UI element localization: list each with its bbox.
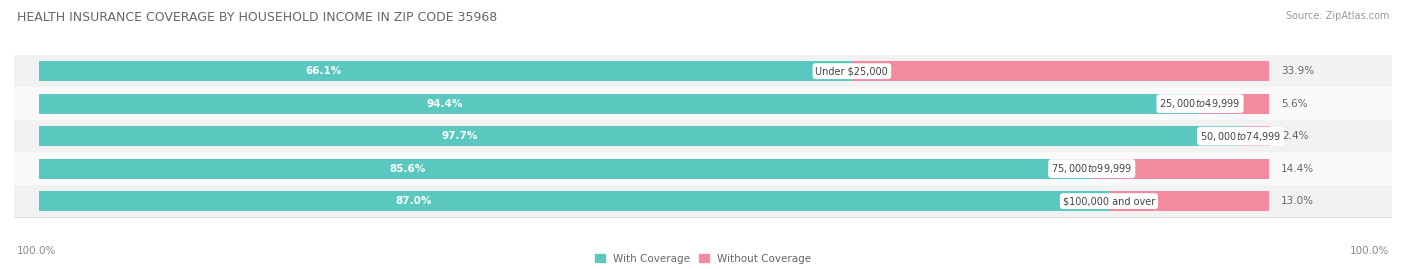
Text: $75,000 to $99,999: $75,000 to $99,999 <box>1052 162 1132 175</box>
Bar <box>39 94 1201 114</box>
Text: $25,000 to $49,999: $25,000 to $49,999 <box>1160 97 1240 110</box>
Text: Source: ZipAtlas.com: Source: ZipAtlas.com <box>1285 11 1389 21</box>
Text: 100.0%: 100.0% <box>1350 246 1389 256</box>
Text: 33.9%: 33.9% <box>1281 66 1315 76</box>
Bar <box>14 120 1392 152</box>
Legend: With Coverage, Without Coverage: With Coverage, Without Coverage <box>595 254 811 264</box>
Bar <box>39 191 1109 211</box>
Bar <box>14 55 1392 87</box>
Text: 97.7%: 97.7% <box>441 131 478 141</box>
Text: 13.0%: 13.0% <box>1281 196 1315 206</box>
Bar <box>39 61 852 81</box>
Bar <box>14 152 1392 185</box>
Text: 87.0%: 87.0% <box>395 196 432 206</box>
Bar <box>852 61 1268 81</box>
Bar <box>14 185 1392 217</box>
Text: $100,000 and over: $100,000 and over <box>1063 196 1156 206</box>
Text: 14.4%: 14.4% <box>1281 164 1315 174</box>
Text: 2.4%: 2.4% <box>1282 131 1309 141</box>
Bar <box>14 87 1392 120</box>
Bar <box>1092 158 1268 179</box>
Bar <box>1240 126 1270 146</box>
Text: 85.6%: 85.6% <box>389 164 426 174</box>
Bar <box>1109 191 1268 211</box>
Bar <box>39 126 1240 146</box>
Text: 66.1%: 66.1% <box>305 66 342 76</box>
Text: 5.6%: 5.6% <box>1281 99 1308 109</box>
Text: HEALTH INSURANCE COVERAGE BY HOUSEHOLD INCOME IN ZIP CODE 35968: HEALTH INSURANCE COVERAGE BY HOUSEHOLD I… <box>17 11 498 24</box>
Bar <box>39 158 1092 179</box>
Bar <box>1201 94 1268 114</box>
Text: 100.0%: 100.0% <box>17 246 56 256</box>
Text: $50,000 to $74,999: $50,000 to $74,999 <box>1199 130 1281 143</box>
Text: 94.4%: 94.4% <box>427 99 464 109</box>
Text: Under $25,000: Under $25,000 <box>815 66 889 76</box>
